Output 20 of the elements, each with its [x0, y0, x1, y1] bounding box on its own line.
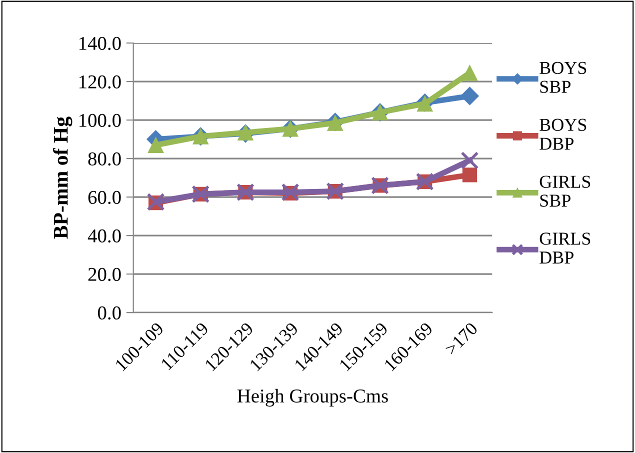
point — [460, 86, 479, 106]
y-tick-label: 80.0 — [88, 152, 121, 166]
y-tick-label: 120.0 — [80, 75, 121, 89]
point — [460, 151, 479, 170]
y-tick-label: 0.0 — [98, 306, 121, 320]
y-tick-label: 140.0 — [80, 36, 121, 50]
y-tick-label: 100.0 — [80, 114, 121, 128]
point — [146, 192, 165, 211]
y-tick-label: 60.0 — [88, 190, 121, 204]
point — [462, 64, 478, 81]
legend-label: GIRLS DBP — [540, 232, 590, 264]
legend-label: GIRLS SBP — [540, 176, 590, 207]
y-tick-label: 20.0 — [88, 268, 121, 282]
point — [148, 137, 164, 154]
legend-label: BOYS DBP — [540, 118, 586, 150]
point — [462, 168, 477, 182]
legend-label: BOYS SBP — [540, 62, 586, 93]
y-axis-title: BP-mm of Hg — [52, 116, 72, 239]
x-axis-title: Heigh Groups-Cms — [237, 388, 388, 407]
y-tick-label: 40.0 — [88, 229, 121, 243]
